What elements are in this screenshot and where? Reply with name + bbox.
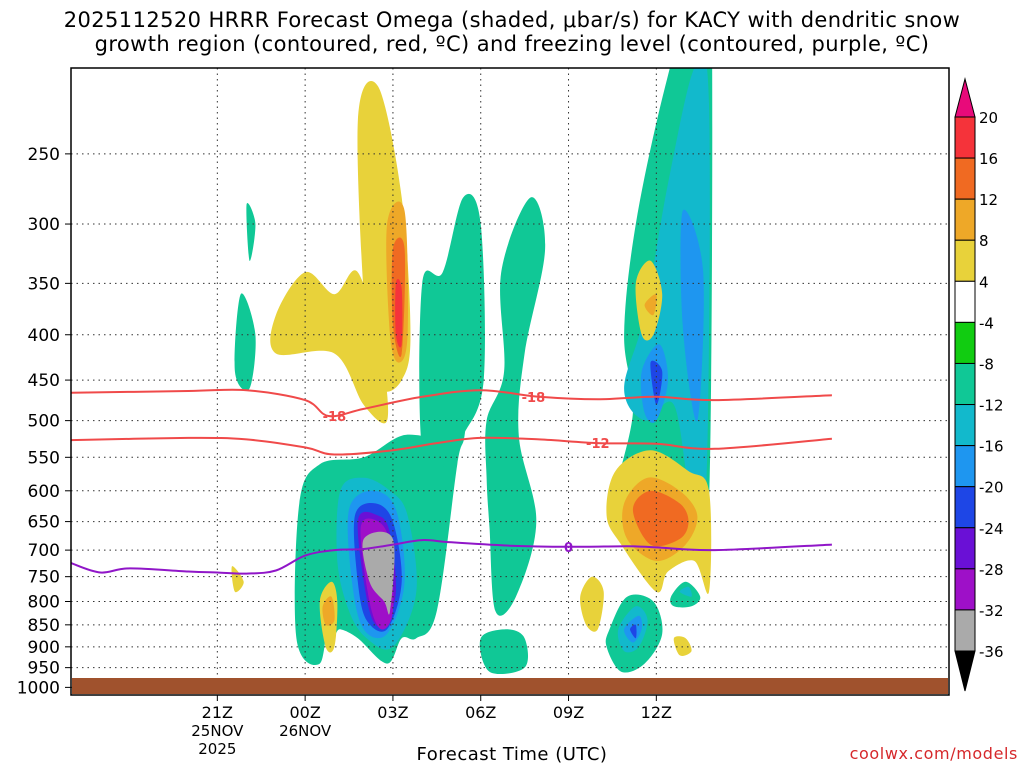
omega-region-10	[485, 197, 546, 616]
omega-region-19	[479, 629, 529, 675]
omega-region-7	[395, 279, 403, 348]
x-tick-date-00Z: 26NOV	[279, 722, 332, 740]
omega-region-1	[234, 293, 256, 391]
colorbar-label-13: -36	[979, 643, 1004, 661]
credit-link[interactable]: coolwx.com/models	[849, 744, 1018, 763]
colorbar-bin-9	[954, 486, 976, 529]
colorbar-bottom-arrow	[954, 650, 976, 692]
y-tick-label-950: 950	[28, 659, 60, 679]
chart-title-line2: growth region (contoured, red, ºC) and f…	[94, 32, 930, 56]
contour--18	[71, 388, 832, 418]
colorbar-label-12: -32	[979, 602, 1004, 620]
omega-region-29	[632, 490, 689, 547]
colorbar-label-11: -28	[979, 561, 1004, 579]
y-tick-label-500: 500	[28, 412, 60, 432]
colorbar-bin-12	[954, 609, 976, 652]
x-tick-label-00Z: 00Z	[289, 703, 320, 722]
x-axis-label: Forecast Time (UTC)	[416, 744, 608, 765]
omega-region-23	[680, 209, 704, 422]
omega-region-0	[246, 202, 256, 261]
colorbar-label-0: 20	[979, 109, 998, 127]
contour-label--12-0: -12	[586, 437, 610, 452]
colorbar-bin-6	[954, 362, 976, 406]
omega-region-2	[231, 566, 244, 593]
contour-label--18-0: -18	[323, 410, 347, 425]
colorbar-bin-5	[954, 321, 976, 364]
y-tick-label-300: 300	[28, 215, 60, 235]
y-tick-label-900: 900	[28, 638, 60, 658]
y-tick-label-250: 250	[28, 145, 60, 165]
omega-region-3	[270, 270, 389, 424]
omega-region-35	[630, 624, 637, 639]
y-tick-label-550: 550	[28, 448, 60, 468]
colorbar-label-8: -16	[979, 438, 1004, 456]
omega-region-16	[362, 531, 395, 615]
y-tick-label-850: 850	[28, 616, 60, 636]
colorbar-bin-11	[954, 568, 976, 611]
colorbar-bin-3	[954, 239, 976, 282]
y-tick-label-450: 450	[28, 371, 60, 391]
y-tick-label-400: 400	[28, 326, 60, 346]
y-tick-label-650: 650	[28, 513, 60, 533]
colorbar-bin-0	[954, 116, 976, 159]
colorbar-bin-8	[954, 445, 976, 488]
y-tick-label-700: 700	[28, 541, 60, 561]
x-tick-year-21Z: 2025	[198, 740, 236, 758]
colorbar-label-7: -12	[979, 397, 1004, 415]
colorbar-label-1: 16	[979, 150, 998, 168]
colorbar-label-3: 8	[979, 232, 989, 250]
y-tick-label-350: 350	[28, 274, 60, 294]
omega-region-26	[644, 293, 657, 316]
colorbar-bin-4	[954, 280, 976, 323]
colorbar-label-5: -4	[979, 314, 994, 332]
x-tick-label-06Z: 06Z	[465, 703, 496, 722]
colorbar-bin-7	[954, 404, 976, 447]
colorbar-bin-2	[954, 198, 976, 241]
contour-0	[71, 539, 832, 575]
omega-shading-layer	[231, 68, 713, 675]
omega-region-37	[679, 586, 692, 597]
x-tick-date-21Z: 25NOV	[191, 722, 244, 740]
contour-label-0-0: 0	[564, 541, 573, 556]
colorbar-label-9: -20	[979, 479, 1004, 497]
x-tick-label-12Z: 12Z	[641, 703, 672, 722]
omega-region-30	[580, 576, 604, 632]
omega-region-31	[673, 636, 692, 656]
x-tick-label-09Z: 09Z	[553, 703, 584, 722]
y-tick-label-750: 750	[28, 568, 60, 588]
colorbar-bin-1	[954, 157, 976, 200]
contour-label--18-1: -18	[522, 391, 546, 406]
y-axis: 2503003504004505005506006507007508008509…	[17, 145, 71, 698]
chart-title-line1: 2025112520 HRRR Forecast Omega (shaded, …	[63, 8, 961, 32]
terrain-band	[72, 678, 948, 694]
colorbar-top-arrow	[954, 77, 976, 118]
y-tick-label-1000: 1000	[17, 678, 60, 698]
colorbar: 20 16 12 8 4 -4 -8 -12 -16 -20 -24 -28 -32 -36	[954, 77, 1004, 692]
colorbar-label-10: -24	[979, 520, 1004, 538]
contour--12	[71, 436, 832, 456]
contour-layer: -18 -18 -12 0	[71, 388, 832, 575]
x-tick-label-03Z: 03Z	[377, 703, 408, 722]
omega-region-9	[419, 193, 485, 470]
plot-frame	[70, 67, 950, 696]
omega-region-18	[322, 596, 335, 626]
colorbar-label-6: -8	[979, 355, 994, 373]
x-tick-label-21Z: 21Z	[202, 703, 233, 722]
colorbar-label-2: 12	[979, 191, 998, 209]
colorbar-label-4: 4	[979, 273, 989, 291]
colorbar-bin-10	[954, 527, 976, 570]
y-tick-label-600: 600	[28, 482, 60, 502]
y-tick-label-800: 800	[28, 593, 60, 613]
